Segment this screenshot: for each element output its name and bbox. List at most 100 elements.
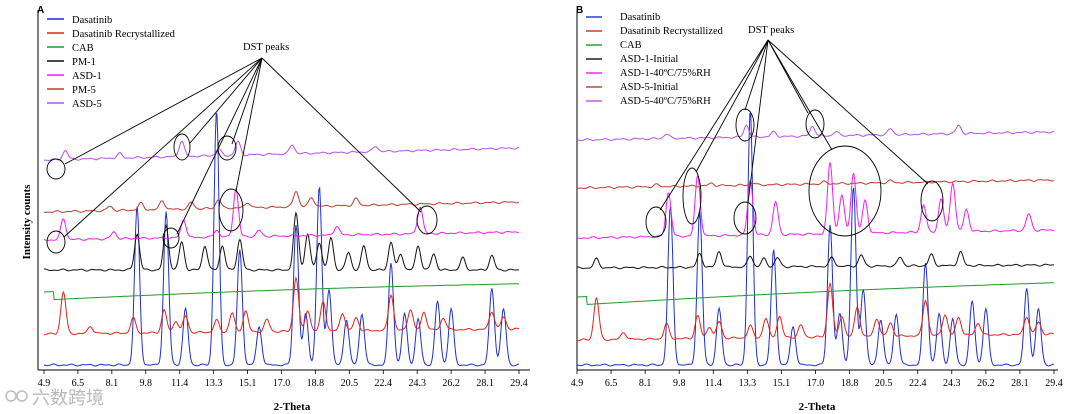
- x-tick-label: 9.8: [140, 378, 153, 389]
- legend-label-asd-1-40c: ASD-1-40ºC/75%RH: [620, 68, 711, 79]
- watermark-logo-icon: [5, 390, 17, 402]
- legend-label-asd-5-initial: ASD-5-Initial: [620, 82, 678, 93]
- x-tick-label: 26.2: [442, 378, 460, 389]
- callout-circle: [46, 230, 66, 254]
- x-tick-label: 20.5: [341, 378, 359, 389]
- watermark-text: 六数跨境: [32, 388, 104, 408]
- legend-label-cab: CAB: [620, 40, 642, 51]
- callout-line: [261, 57, 422, 213]
- legend-label-pm-5: PM-5: [72, 85, 96, 96]
- panel-b-traces: [576, 112, 1055, 367]
- callout-line: [235, 57, 263, 192]
- x-tick-label: 24.3: [943, 378, 961, 389]
- x-tick-label: 15.1: [773, 378, 791, 389]
- x-tick-label: 26.2: [977, 378, 995, 389]
- callout-circle: [217, 135, 237, 161]
- legend-label-dasatinib: Dasatinib: [620, 12, 660, 23]
- panel-a-x-label: 2-Theta: [274, 401, 311, 413]
- trace-asd-1-40-c-75-rh: [576, 162, 1055, 240]
- panel-a-traces: [43, 112, 520, 367]
- x-tick-label: 28.1: [476, 378, 494, 389]
- x-tick-label: 13.3: [739, 378, 757, 389]
- x-tick-label: 13.3: [205, 378, 223, 389]
- x-tick-label: 18.8: [307, 378, 325, 389]
- x-tick-label: 22.4: [375, 378, 393, 389]
- panel-a-legend: Dasatinib Dasatinib Recrystallized CAB P…: [47, 15, 176, 110]
- callout-line: [176, 57, 263, 235]
- panel-b: B 4.9 6.5 8.1 9.8 11.4 13.3 15.1 17.0 18.8 20.5 22…: [571, 5, 1063, 413]
- panel-b-legend: Dasatinib Dasatinib Recrystallized CAB A…: [586, 12, 724, 107]
- callout-line: [744, 39, 769, 111]
- trace-dasatinib-recrystallized: [43, 276, 520, 336]
- legend-label-asd-1-initial: ASD-1-Initial: [620, 54, 678, 65]
- callout-circle: [645, 206, 667, 238]
- callout-circle: [920, 180, 944, 222]
- x-tick-label: 4.9: [38, 378, 51, 389]
- panel-a-annotation-dst-peaks: DST peaks: [243, 42, 289, 53]
- panel-a: A 4.9 6.5 8.1 9.8 11.4 13.3 15.1 17.0 18.8 20.5 22…: [21, 5, 530, 413]
- x-tick-label: 17.0: [273, 378, 291, 389]
- x-tick-label: 29.4: [510, 378, 528, 389]
- legend-label-pm-1: PM-1: [72, 57, 96, 68]
- panel-a-letter: A: [37, 5, 44, 16]
- callout-line: [63, 57, 263, 238]
- x-tick-label: 15.1: [239, 378, 257, 389]
- trace-pm-1: [43, 211, 520, 272]
- callout-circle: [162, 227, 180, 249]
- x-tick-label: 24.3: [408, 378, 426, 389]
- panel-a-x-ticks: 4.9 6.5 8.1 9.8 11.4 13.3 15.1 17.0 18.8 20.5 22.4…: [38, 370, 528, 389]
- callout-circle: [733, 201, 757, 235]
- legend-label-cab: CAB: [72, 43, 94, 54]
- callout-line: [659, 39, 769, 211]
- trace-cab: [44, 283, 519, 300]
- panel-b-x-label: 2-Theta: [799, 401, 836, 413]
- legend-label-asd-5-40c: ASD-5-40ºC/75%RH: [620, 96, 711, 107]
- x-tick-label: 28.1: [1011, 378, 1029, 389]
- callout-circle: [735, 108, 755, 142]
- trace-asd-5-40-c-75-rh: [576, 124, 1055, 142]
- callout-line: [189, 57, 263, 144]
- trace-pm-5: [44, 190, 520, 213]
- watermark-logo-icon: [16, 390, 28, 402]
- legend-label-dasatinib-recrystallized: Dasatinib Recrystallized: [620, 26, 724, 37]
- x-tick-label: 9.8: [673, 378, 686, 389]
- panel-a-callouts: [46, 57, 438, 254]
- x-tick-label: 4.9: [571, 378, 584, 389]
- legend-label-asd-1: ASD-1: [72, 71, 102, 82]
- trace-asd-5: [43, 140, 520, 162]
- trace-dasatinib: [43, 112, 520, 367]
- legend-label-dasatinib-recrystallized: Dasatinib Recrystallized: [72, 29, 176, 40]
- panel-b-x-ticks: 4.9 6.5 8.1 9.8 11.4 13.3 15.1 17.0 18.8 20.5 22.4…: [571, 370, 1063, 389]
- callout-line: [695, 39, 769, 173]
- x-tick-label: 6.5: [605, 378, 618, 389]
- callout-circle: [416, 205, 438, 235]
- callout-circle: [46, 158, 66, 180]
- trace-asd-5-initial: [577, 178, 1055, 190]
- callout-line: [64, 57, 263, 165]
- x-tick-label: 8.1: [106, 378, 119, 389]
- x-tick-label: 6.5: [72, 378, 85, 389]
- x-tick-label: 11.4: [705, 378, 722, 389]
- callout-line: [767, 39, 929, 185]
- callout-circle: [805, 109, 825, 139]
- x-tick-label: 11.4: [171, 378, 188, 389]
- panel-b-annotation-dst-peaks: DST peaks: [748, 25, 794, 36]
- callout-circle: [218, 188, 244, 232]
- legend-label-dasatinib: Dasatinib: [72, 15, 112, 26]
- x-tick-label: 8.1: [639, 378, 652, 389]
- x-tick-label: 17.0: [807, 378, 825, 389]
- panel-b-letter: B: [576, 5, 583, 16]
- callout-circle: [682, 167, 702, 225]
- x-tick-label: 22.4: [909, 378, 927, 389]
- callout-line: [231, 57, 263, 145]
- trace-dasatinib: [576, 112, 1055, 367]
- x-tick-label: 18.8: [841, 378, 859, 389]
- callout-circle: [808, 145, 882, 237]
- trace-asd-1-initial: [576, 250, 1055, 270]
- trace-dasatinib-recrystallized: [576, 281, 1055, 342]
- trace-asd-1: [43, 188, 520, 241]
- legend-label-asd-5: ASD-5: [72, 99, 102, 110]
- panel-b-callouts: [645, 39, 944, 238]
- x-tick-label: 29.4: [1045, 378, 1063, 389]
